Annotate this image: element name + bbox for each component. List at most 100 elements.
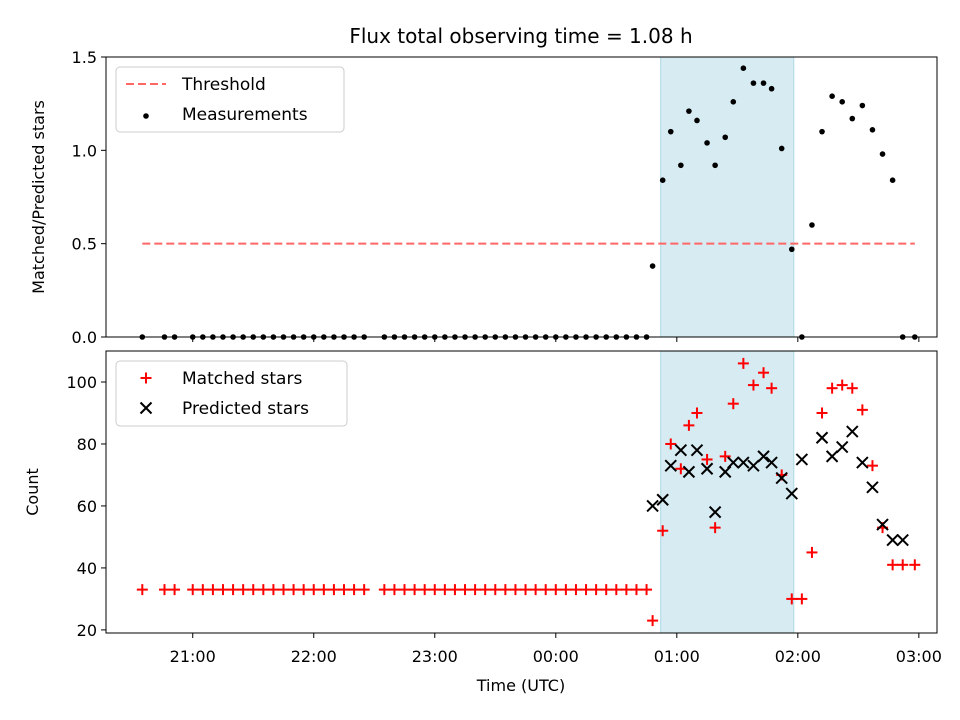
data-point (879, 151, 886, 157)
data-point (580, 584, 592, 596)
data-point (610, 584, 622, 596)
data-point (664, 459, 677, 472)
data-point (409, 584, 421, 596)
data-point (727, 398, 739, 410)
series-predicted-stars (646, 425, 909, 547)
data-point (620, 584, 632, 596)
x-tick-label: 00:00 (533, 647, 579, 666)
data-point (866, 481, 879, 494)
data-point (348, 584, 360, 596)
y-tick-label: 0.0 (72, 328, 97, 347)
data-point (778, 145, 785, 152)
data-point (712, 162, 718, 169)
data-point (876, 518, 889, 531)
data-point (704, 140, 710, 146)
data-point (674, 443, 688, 457)
highlight-span (660, 56, 795, 338)
series-measurements (139, 65, 918, 340)
data-point (747, 459, 760, 472)
x-tick-label: 22:00 (291, 647, 337, 666)
data-point (308, 584, 320, 596)
data-point (766, 382, 778, 394)
data-point (750, 80, 757, 86)
legend-label: Matched stars (182, 369, 302, 389)
data-point (136, 584, 148, 596)
data-point (570, 584, 582, 596)
data-point (909, 559, 921, 571)
data-point (649, 263, 656, 269)
data-point (690, 443, 704, 457)
data-point (708, 505, 722, 519)
x-tick-label: 02:00 (775, 647, 821, 666)
legend-label: Predicted stars (182, 399, 309, 419)
data-point (647, 615, 659, 627)
data-point (207, 584, 219, 596)
data-point (469, 584, 481, 596)
y-tick-label: 80 (77, 435, 97, 454)
data-point (227, 584, 239, 596)
chart-title: Flux total observing time = 1.08 h (349, 24, 692, 48)
data-point (758, 367, 770, 379)
data-point (747, 379, 759, 391)
data-point (691, 407, 703, 419)
data-point (600, 584, 612, 596)
data-point (479, 584, 491, 596)
data-point (169, 584, 181, 596)
data-point (459, 584, 471, 596)
data-point (765, 456, 778, 469)
data-point (849, 115, 856, 122)
data-point (816, 407, 828, 419)
y-tick-label: 20 (77, 621, 97, 640)
data-point (825, 450, 839, 463)
data-point (489, 584, 501, 596)
data-point (826, 382, 838, 394)
data-point (889, 177, 896, 183)
data-point (630, 584, 642, 596)
data-point (866, 460, 878, 472)
y-tick-label: 100 (66, 373, 97, 392)
top-y-axis-label: Matched/Predicted stars (29, 100, 48, 294)
data-point (694, 117, 700, 124)
data-point (298, 584, 310, 596)
plot-frame (105, 56, 938, 338)
data-point (856, 404, 868, 416)
data-point (829, 93, 835, 99)
data-point (859, 102, 866, 109)
data-point (267, 584, 279, 596)
data-point (641, 584, 653, 596)
data-point (819, 128, 825, 135)
x-tick-label: 03:00 (896, 647, 942, 666)
data-point (550, 584, 562, 596)
data-point (846, 425, 859, 438)
data-point (737, 357, 749, 369)
plot-frame (105, 350, 938, 634)
data-point (399, 584, 411, 596)
data-point (288, 584, 300, 596)
data-point (887, 559, 899, 571)
data-point (835, 440, 849, 454)
data-point (768, 85, 775, 92)
data-point (806, 546, 818, 558)
data-point (590, 584, 602, 596)
data-point (158, 584, 170, 596)
data-point (815, 431, 829, 444)
data-point (217, 584, 229, 596)
data-point (846, 382, 858, 394)
data-point (856, 456, 869, 469)
legend-box (115, 360, 348, 427)
data-point (439, 584, 451, 596)
data-point (727, 456, 740, 469)
bottom-y-axis-label: Count (23, 468, 42, 516)
legend: Threshold Measurements (115, 66, 345, 133)
data-point (560, 584, 572, 596)
data-point (683, 419, 695, 431)
legend-label: Threshold (181, 75, 266, 95)
data-point (540, 584, 552, 596)
data-point (836, 379, 848, 391)
data-point (796, 593, 808, 605)
data-point (247, 584, 259, 596)
data-point (656, 493, 669, 506)
y-tick-label: 60 (77, 497, 97, 516)
data-point (682, 465, 696, 479)
